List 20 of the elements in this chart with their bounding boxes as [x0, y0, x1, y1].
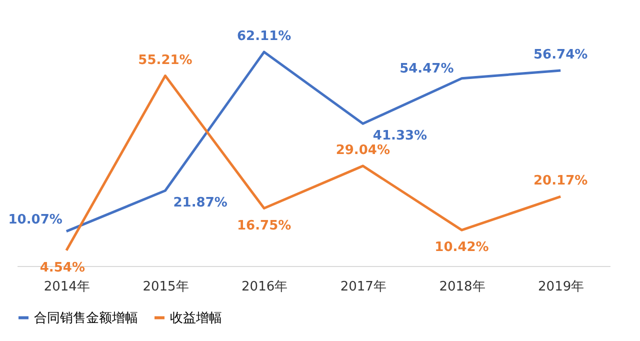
legend-label: 收益增幅: [170, 310, 222, 326]
data-label: 56.74%: [534, 48, 588, 62]
data-label: 62.11%: [237, 29, 292, 44]
x-tick-label: 2018年: [439, 280, 486, 294]
data-label: 4.54%: [40, 260, 85, 276]
data-label: 41.33%: [372, 128, 428, 144]
data-label: 20.17%: [534, 174, 588, 189]
data-label: 54.47%: [400, 61, 454, 76]
x-tick-label: 2017年: [340, 280, 386, 294]
data-label: 21.87%: [173, 196, 228, 211]
x-tick-label: 2015年: [142, 280, 189, 294]
x-tick-label: 2019年: [538, 280, 584, 294]
x-tick-label: 2016年: [242, 280, 288, 294]
legend-label: 合同销售金额增幅: [34, 310, 138, 326]
x-tick-label: 2014年: [44, 280, 90, 294]
data-label: 29.04%: [336, 142, 390, 158]
data-label: 10.42%: [434, 240, 489, 256]
data-label: 55.21%: [138, 52, 192, 68]
data-label: 10.07%: [8, 212, 62, 228]
data-label: 16.75%: [237, 218, 292, 234]
